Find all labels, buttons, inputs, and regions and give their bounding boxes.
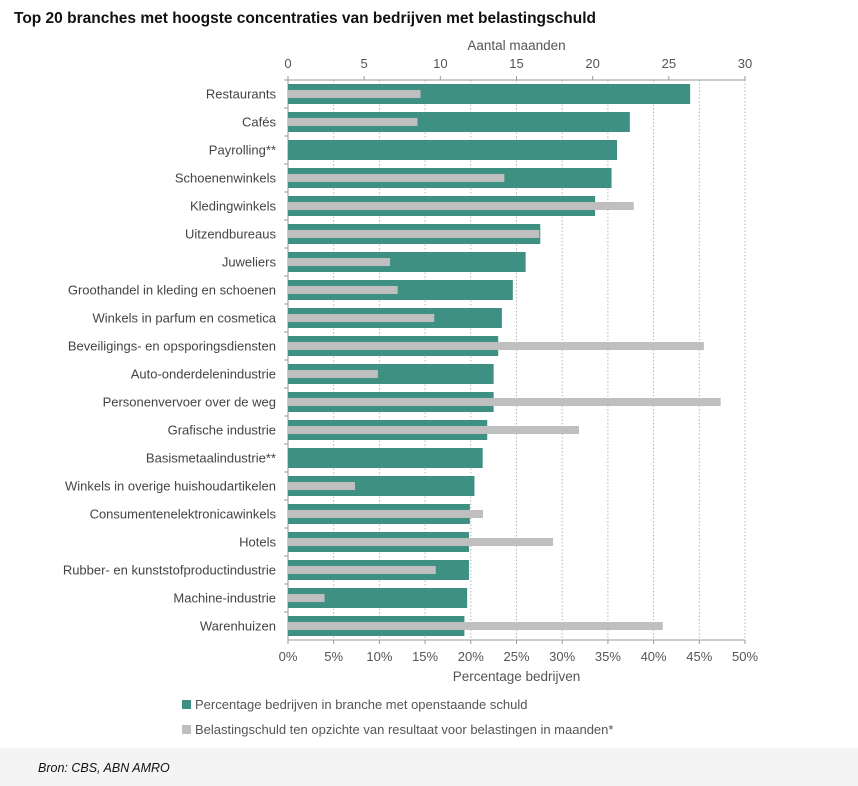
category-label: Payrolling** bbox=[209, 143, 276, 158]
top-tick-label: 30 bbox=[738, 56, 752, 71]
category-label: Restaurants bbox=[206, 87, 277, 102]
bar-percentage bbox=[288, 588, 468, 608]
legend-item-percentage: Percentage bedrijven in branche met open… bbox=[182, 697, 527, 712]
bottom-tick-label: 40% bbox=[641, 649, 667, 664]
category-label: Winkels in overige huishoudartikelen bbox=[65, 479, 276, 494]
bar-months bbox=[288, 258, 391, 266]
bottom-tick-label: 30% bbox=[549, 649, 575, 664]
bottom-tick-label: 45% bbox=[686, 649, 712, 664]
bar-months bbox=[288, 370, 378, 378]
category-label: Groothandel in kleding en schoenen bbox=[68, 283, 276, 298]
top-tick-label: 10 bbox=[433, 56, 447, 71]
bar-months bbox=[288, 510, 483, 518]
bar-percentage bbox=[288, 476, 475, 496]
category-label: Schoenenwinkels bbox=[175, 171, 277, 186]
bar-percentage bbox=[288, 140, 618, 160]
category-label: Kledingwinkels bbox=[190, 199, 276, 214]
bottom-tick-label: 35% bbox=[595, 649, 621, 664]
category-label: Winkels in parfum en cosmetica bbox=[92, 311, 276, 326]
category-label: Warenhuizen bbox=[200, 619, 276, 634]
category-label: Personenvervoer over de weg bbox=[103, 395, 276, 410]
bottom-tick-label: 15% bbox=[412, 649, 438, 664]
top-axis-title: Aantal maanden bbox=[467, 38, 565, 53]
bar-percentage bbox=[288, 84, 691, 104]
bar-months bbox=[288, 566, 436, 574]
legend-swatch-months bbox=[182, 725, 191, 734]
category-label: Rubber- en kunststofproductindustrie bbox=[63, 563, 276, 578]
bar-months bbox=[288, 398, 721, 406]
top-tick-label: 25 bbox=[662, 56, 676, 71]
bottom-tick-label: 10% bbox=[366, 649, 392, 664]
bar-percentage bbox=[288, 448, 483, 468]
top-tick-label: 15 bbox=[509, 56, 523, 71]
bar-months bbox=[288, 174, 505, 182]
legend-label-months: Belastingschuld ten opzichte van resulta… bbox=[195, 722, 614, 737]
bar-months bbox=[288, 538, 554, 546]
bottom-tick-label: 5% bbox=[324, 649, 343, 664]
legend-item-months: Belastingschuld ten opzichte van resulta… bbox=[182, 722, 613, 737]
chart-area: 0% 5% 10% 15% 20% 25% 30% 35% 40% 45% 50% 0 5 10 15 20 2… bbox=[63, 38, 759, 684]
category-label: Basismetaalindustrie** bbox=[146, 451, 276, 466]
category-label: Beveiligings- en opsporingsdiensten bbox=[68, 339, 276, 354]
bar-months bbox=[288, 286, 398, 294]
bottom-tick-label: 25% bbox=[503, 649, 529, 664]
category-label: Machine-industrie bbox=[173, 591, 276, 606]
legend-label-percentage: Percentage bedrijven in branche met open… bbox=[195, 697, 528, 712]
bar-percentage bbox=[288, 252, 526, 272]
chart-title: Top 20 branches met hoogste concentratie… bbox=[14, 10, 596, 27]
bar-months bbox=[288, 202, 634, 210]
category-label: Uitzendbureaus bbox=[185, 227, 277, 242]
bar-months bbox=[288, 426, 579, 434]
bar-percentage bbox=[288, 280, 513, 300]
bar-months bbox=[288, 622, 663, 630]
bar-months bbox=[288, 90, 421, 98]
legend-swatch-percentage bbox=[182, 700, 191, 709]
bar-months bbox=[288, 230, 540, 238]
bottom-axis-title: Percentage bedrijven bbox=[453, 669, 581, 684]
category-label: Juweliers bbox=[222, 255, 277, 270]
bottom-tick-label: 50% bbox=[732, 649, 758, 664]
bar-months bbox=[288, 482, 356, 490]
bar-percentage bbox=[288, 112, 630, 132]
category-label: Cafés bbox=[242, 115, 276, 130]
category-label: Grafische industrie bbox=[168, 423, 276, 438]
bar-months bbox=[288, 342, 704, 350]
bar-percentage bbox=[288, 364, 494, 384]
footer-band bbox=[0, 748, 858, 786]
source-note: Bron: CBS, ABN AMRO bbox=[38, 761, 170, 775]
category-label: Hotels bbox=[239, 535, 276, 550]
bar-months bbox=[288, 594, 325, 602]
category-label: Consumentenelektronicawinkels bbox=[90, 507, 277, 522]
bottom-tick-label: 0% bbox=[279, 649, 298, 664]
bar-months bbox=[288, 118, 418, 126]
top-tick-label: 20 bbox=[585, 56, 599, 71]
bottom-tick-label: 20% bbox=[458, 649, 484, 664]
bar-months bbox=[288, 314, 435, 322]
top-tick-label: 5 bbox=[361, 56, 368, 71]
category-label: Auto-onderdelenindustrie bbox=[131, 367, 276, 382]
top-tick-label: 0 bbox=[284, 56, 291, 71]
